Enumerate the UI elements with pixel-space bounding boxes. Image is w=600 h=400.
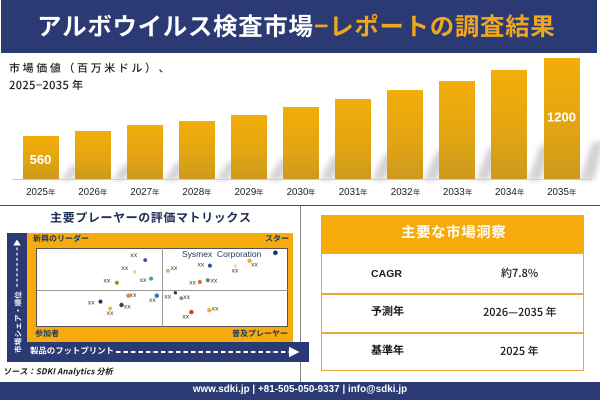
svg-text:xx: xx	[183, 294, 190, 301]
svg-text:xx: xx	[140, 277, 147, 284]
svg-text:xx: xx	[88, 299, 95, 306]
svg-text:xx: xx	[130, 252, 137, 259]
svg-text:xx: xx	[130, 292, 137, 299]
svg-text:xx: xx	[182, 313, 189, 320]
svg-text:xx: xx	[171, 265, 178, 272]
svg-text:xx: xx	[189, 280, 196, 287]
svg-text:xx: xx	[198, 262, 205, 269]
svg-text:xx: xx	[121, 265, 128, 272]
svg-text:xx: xx	[149, 297, 156, 304]
svg-text:xx: xx	[164, 294, 171, 301]
svg-text:xx: xx	[124, 304, 131, 311]
svg-text:xx: xx	[103, 277, 110, 284]
svg-text:xx: xx	[232, 267, 239, 274]
svg-text:xx: xx	[107, 310, 114, 317]
svg-text:xx: xx	[212, 306, 219, 313]
svg-text:xx: xx	[211, 278, 218, 285]
svg-text:xx: xx	[251, 262, 258, 269]
